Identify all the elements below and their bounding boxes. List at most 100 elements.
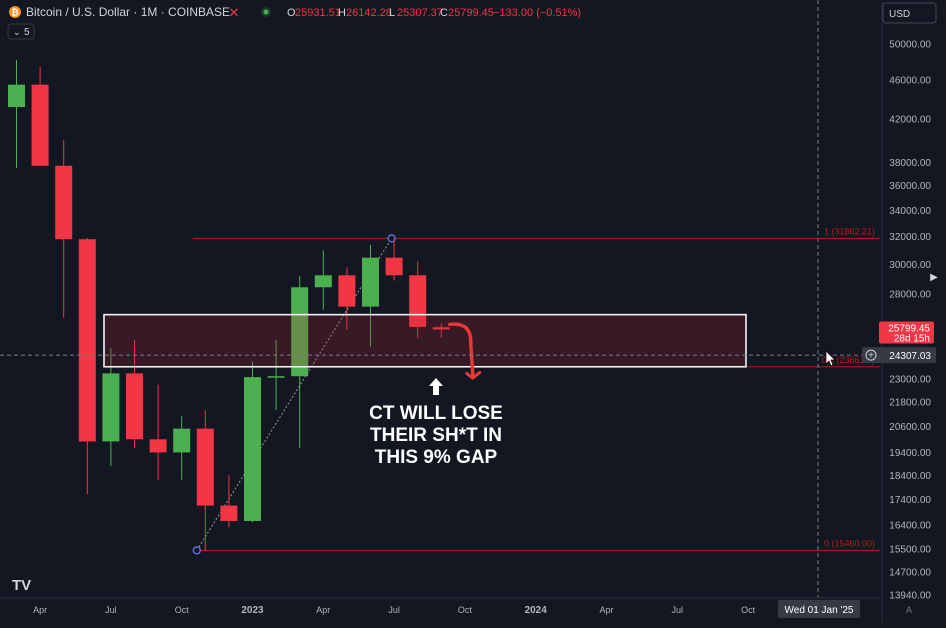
price-tick-label: 15500.00 (889, 545, 931, 556)
price-tick-label: 19400.00 (889, 448, 931, 459)
time-tick-label: Apr (599, 605, 613, 615)
add-alert-icon[interactable] (865, 349, 877, 361)
price-tick-label: 28000.00 (889, 290, 931, 301)
chevron-down-icon: ⌄ (13, 27, 21, 37)
ohlc-values: O 25931.51H 26142.28L 25307.37C 25799.45 −133… (287, 7, 581, 19)
tradingview-logo[interactable]: TV (12, 577, 31, 594)
bitcoin-icon-glyph: ₿ (11, 8, 18, 18)
gap-zone-box[interactable] (103, 313, 747, 368)
candle-body[interactable] (173, 428, 191, 453)
price-tick-label: 23000.00 (889, 374, 931, 385)
price-tick-label: 18400.00 (889, 471, 931, 482)
fib-level-label: 0.5 (23661.1) (821, 355, 875, 365)
candle-body[interactable] (362, 257, 379, 307)
bitcoin-icon (9, 6, 21, 18)
price-tick-label: 36000.00 (889, 181, 931, 192)
fib-level-label: 0 (15460.00) (824, 538, 875, 548)
indicator-count: 5 (24, 27, 30, 38)
last-price-badge (879, 321, 934, 344)
annotation-line: THEIR SH*T IN (370, 425, 502, 446)
scroll-right-icon[interactable]: ▶ (930, 272, 938, 283)
time-tick-label: Oct (458, 605, 473, 615)
price-tick-label: 42000.00 (889, 115, 931, 126)
gap-zone[interactable] (103, 313, 747, 368)
candle-body[interactable] (126, 373, 143, 440)
crosshair-price-badge (862, 347, 936, 364)
ohlc-label: C (440, 7, 448, 19)
ohlc-value: 25931.51 (295, 7, 341, 19)
candle-body[interactable] (220, 505, 238, 521)
time-tick-label: Oct (175, 605, 190, 615)
candle-body[interactable] (196, 428, 214, 506)
candle-body[interactable] (291, 287, 309, 377)
ohlc-value: 25307.37 (397, 7, 443, 19)
close-icon[interactable]: ✕ (229, 5, 240, 20)
chart-header: ₿ Bitcoin / U.S. Dollar · 1M · COINBASE … (7, 2, 937, 40)
price-tick-label: 38000.00 (889, 158, 931, 169)
ohlc-label: L (389, 7, 395, 19)
ohlc-label: H (338, 7, 346, 19)
candle-body[interactable] (102, 373, 120, 442)
ohlc-change: −133.00 (−0.51%) (493, 7, 581, 19)
candle-body[interactable] (78, 239, 96, 442)
time-tick-label: Apr (33, 605, 47, 615)
crosshair-date-value: Wed 01 Jan '25 (785, 605, 854, 616)
arrow-up-icon (429, 378, 443, 395)
price-tick-label: 32000.00 (889, 232, 931, 243)
ohlc-value: 26142.28 (346, 7, 392, 19)
time-tick-label: Oct (741, 605, 756, 615)
price-tick-label: 13940.00 (889, 591, 931, 602)
price-tick-label: 17400.00 (889, 495, 931, 506)
time-tick-label: Apr (316, 605, 330, 615)
drawn-arrows (429, 322, 482, 395)
indicator-toggle-button[interactable] (7, 23, 35, 40)
candle-body[interactable] (432, 327, 450, 330)
time-axis[interactable]: Apr Jul Oct 2023 Apr Jul Oct 2024 Apr Jul Oct (0, 597, 882, 616)
crosshair-date-badge (778, 600, 860, 618)
crosshair (0, 0, 880, 598)
candles (8, 59, 450, 551)
trend-anchor-high[interactable] (387, 234, 396, 243)
candle-body[interactable] (149, 439, 167, 453)
cursor-pointer-icon (825, 350, 836, 367)
symbol-title[interactable]: Bitcoin / U.S. Dollar · 1M · COINBASE (26, 5, 230, 19)
time-tick-label: 2023 (241, 605, 264, 616)
time-tick-label: Jul (388, 605, 400, 615)
crosshair-date-label: Wed 01 Jan '25 (778, 600, 860, 618)
trend-anchor-low[interactable] (192, 546, 202, 555)
candle-body[interactable] (314, 275, 332, 288)
ohlc-label: O (287, 7, 296, 19)
candle-body[interactable] (338, 275, 356, 307)
candle-body[interactable] (267, 376, 285, 378)
annotation-line: THIS 9% GAP (375, 447, 498, 468)
last-price-value: 25799.45 (888, 323, 930, 334)
price-axis[interactable]: 50000.00 46000.00 42000.00 38000.00 36000.00… (881, 0, 938, 623)
auto-scale-button[interactable]: A (906, 605, 912, 615)
candle-body[interactable] (244, 377, 261, 521)
price-tick-label: 14700.00 (889, 568, 931, 579)
candle-body[interactable] (31, 84, 49, 166)
candle-body[interactable] (385, 257, 403, 276)
ohlc-value: 25799.45 (448, 7, 494, 19)
currency-label: USD (889, 9, 910, 20)
drawn-red-arrowhead (465, 370, 482, 380)
price-tick-label: 21800.00 (889, 398, 931, 409)
price-tick-label: 30000.00 (889, 260, 931, 271)
candle-body[interactable] (55, 165, 73, 240)
crosshair-price-value: 24307.03 (889, 351, 931, 362)
price-tick-label: 50000.00 (889, 40, 931, 51)
bar-countdown: 28d 15h (894, 333, 930, 344)
status-dot-icon-inner (263, 9, 269, 15)
price-tick-label: 34000.00 (889, 206, 931, 217)
annotation-line: CT WILL LOSE (369, 403, 503, 424)
time-tick-label: 2024 (525, 605, 548, 616)
price-tick-label: 46000.00 (889, 75, 931, 86)
time-tick-label: Jul (672, 605, 684, 615)
currency-select[interactable] (882, 2, 937, 24)
candle-body[interactable] (8, 84, 25, 108)
